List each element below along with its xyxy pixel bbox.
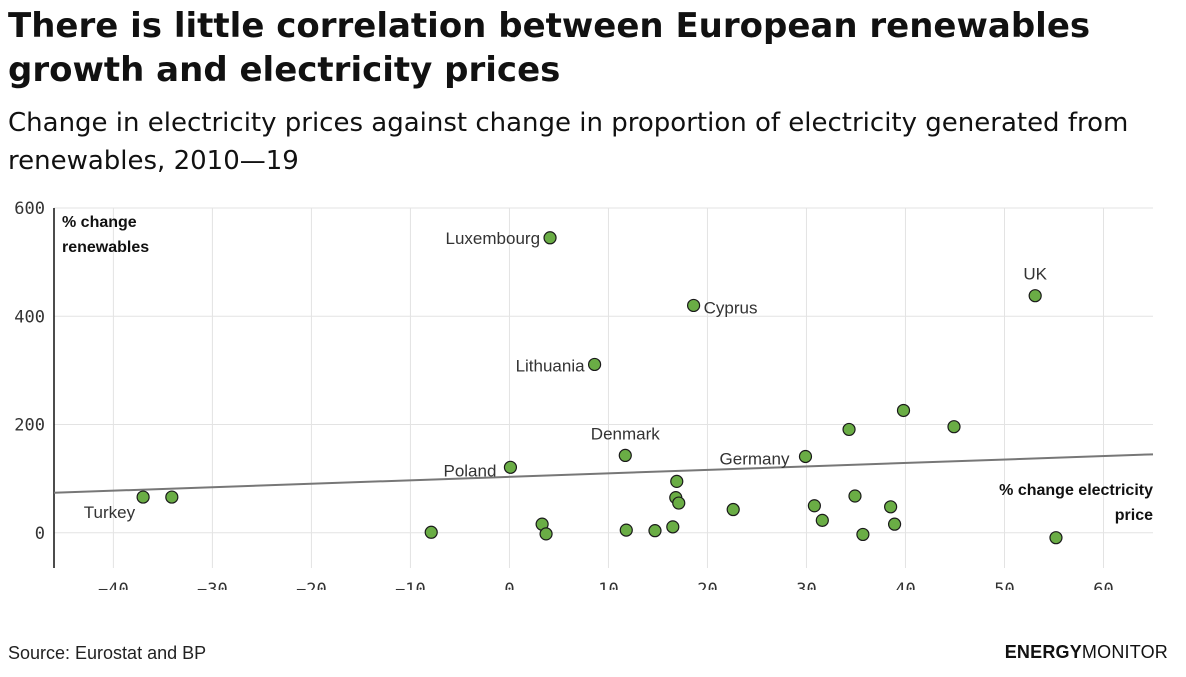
y-tick-label: 400: [14, 307, 45, 327]
data-point: [842, 422, 856, 437]
data-point: [672, 496, 686, 510]
data-point: [896, 403, 911, 418]
point-label: Poland: [443, 461, 496, 480]
y-axis-label: % change: [62, 214, 137, 231]
chart-title: There is little correlation between Euro…: [8, 6, 1091, 90]
data-point: [539, 527, 553, 541]
x-tick-label: 40: [895, 580, 915, 590]
data-point: [424, 525, 438, 539]
data-point: [807, 499, 821, 513]
point-label: Lithuania: [516, 356, 586, 375]
brand-logo: ENERGYMONITOR: [1005, 642, 1168, 663]
data-point: [648, 524, 662, 538]
point-label: Luxembourg: [446, 229, 541, 248]
data-point: [1028, 289, 1042, 303]
data-point: [686, 298, 701, 313]
y-axis-label: renewables: [62, 239, 149, 256]
point-label: Turkey: [84, 503, 136, 522]
x-tick-label: 60: [1093, 580, 1113, 590]
data-point: [165, 490, 179, 504]
y-tick-label: 0: [35, 524, 45, 544]
data-point: [884, 500, 898, 514]
data-point: [670, 474, 684, 488]
x-tick-label: 20: [697, 580, 717, 590]
x-tick-label: −20: [296, 580, 327, 590]
y-tick-label: 200: [14, 416, 45, 436]
x-tick-label: 0: [504, 580, 514, 590]
data-point: [815, 513, 829, 527]
data-point: [136, 490, 150, 504]
source-note: Source: Eurostat and BP: [8, 643, 207, 663]
x-axis-label: price: [1115, 507, 1153, 524]
point-label: Denmark: [591, 424, 660, 443]
data-point: [666, 520, 680, 534]
data-point: [798, 449, 813, 464]
point-label: Cyprus: [704, 298, 758, 317]
y-tick-label: 600: [14, 199, 45, 219]
data-point: [726, 502, 740, 517]
point-label: UK: [1023, 265, 1047, 284]
x-tick-label: −10: [395, 580, 426, 590]
trend-line: [53, 453, 1154, 494]
data-point: [619, 523, 633, 537]
x-tick-label: −40: [98, 580, 129, 590]
data-point: [856, 527, 870, 542]
data-point: [503, 460, 518, 474]
data-point: [587, 357, 602, 372]
data-point: [887, 517, 902, 531]
data-point: [543, 231, 557, 245]
x-tick-label: 30: [796, 580, 816, 590]
data-point: [947, 420, 961, 434]
x-tick-label: 50: [994, 580, 1014, 590]
x-axis-label: % change electricity: [999, 482, 1153, 499]
scatter-chart: 600 400 200 0 −40 −30 −20 −10 0 10 20 30 40 50 60 % cha…: [14, 199, 1154, 590]
data-point: [618, 448, 632, 462]
chart-subtitle: Change in electricity prices against cha…: [8, 108, 1129, 176]
x-tick-label: −30: [197, 580, 228, 590]
brand-part-monitor: MONITOR: [1081, 642, 1168, 662]
data-point: [1049, 531, 1063, 545]
point-label: Germany: [720, 449, 790, 468]
brand-part-energy: ENERGY: [1004, 642, 1082, 662]
data-point: [848, 489, 862, 503]
x-tick-label: 10: [598, 580, 618, 590]
